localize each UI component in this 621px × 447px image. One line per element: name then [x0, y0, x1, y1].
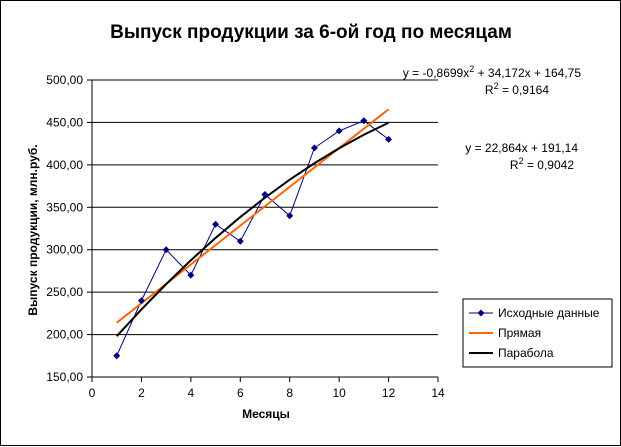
x-tick-label: 14 — [431, 386, 445, 400]
legend-marker-data — [477, 309, 485, 317]
y-tick-label: 200,00 — [46, 328, 83, 342]
y-axis-title: Выпуск продукции, млн.руб. — [26, 144, 40, 315]
x-tick-label: 0 — [89, 386, 96, 400]
trendline-equations: y = -0,8699x2 + 34,172x + 164,75 R2 = 0,… — [403, 64, 581, 172]
y-tick-label: 450,00 — [46, 115, 83, 129]
data-point — [212, 220, 220, 228]
data-point — [162, 246, 170, 254]
x-tick-labels: 0 2 4 6 8 10 12 14 — [89, 386, 445, 400]
data-point — [360, 117, 368, 125]
x-tick-label: 8 — [286, 386, 293, 400]
x-tick-label: 4 — [188, 386, 195, 400]
x-tick-label: 2 — [138, 386, 145, 400]
y-tick-label: 500,00 — [46, 73, 83, 87]
data-point — [286, 212, 294, 220]
data-point — [385, 135, 393, 143]
gridlines — [92, 79, 438, 336]
data-point — [335, 127, 343, 135]
data-point — [113, 352, 121, 360]
y-tick-label: 400,00 — [46, 158, 83, 172]
chart-title: Выпуск продукции за 6-ой год по месяцам — [110, 22, 512, 43]
data-point — [236, 237, 244, 245]
plot-area — [113, 108, 393, 360]
x-axis-title: Месяцы — [242, 407, 290, 421]
x-tick-label: 10 — [332, 386, 346, 400]
data-point — [261, 191, 269, 199]
x-tick-label: 12 — [382, 386, 396, 400]
legend-label-linear: Прямая — [498, 326, 541, 340]
data-point — [310, 144, 318, 152]
y-tick-label: 150,00 — [46, 370, 83, 384]
y-tick-label: 250,00 — [46, 285, 83, 299]
data-point — [187, 271, 195, 279]
parabola-r2: R2 = 0,9164 — [485, 81, 549, 97]
series-line-source-data — [116, 120, 389, 356]
parabola-equation: y = -0,8699x2 + 34,172x + 164,75 — [403, 64, 581, 80]
data-point — [137, 297, 145, 305]
y-tick-labels: 150,00 200,00 250,00 300,00 350,00 400,00 450,… — [46, 73, 83, 384]
linear-r2: R2 = 0,9042 — [510, 156, 574, 172]
x-tick-label: 6 — [237, 386, 244, 400]
linear-equation: y = 22,864x + 191,14 — [465, 141, 578, 155]
trendline-parabola — [115, 121, 390, 337]
legend: Исходные данные Прямая Парабола — [462, 298, 613, 368]
legend-label-data: Исходные данные — [498, 306, 600, 320]
legend-label-parabola: Парабола — [498, 346, 554, 360]
axes — [87, 79, 439, 382]
trendline-linear — [116, 108, 390, 324]
y-tick-label: 350,00 — [46, 200, 83, 214]
y-tick-label: 300,00 — [46, 243, 83, 257]
